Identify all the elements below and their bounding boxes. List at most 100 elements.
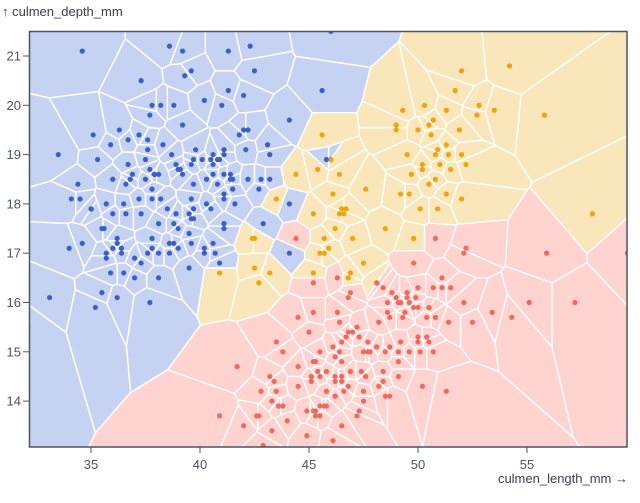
data-point-gentoo[interactable] [402,309,408,315]
data-point-gentoo[interactable] [365,349,371,355]
data-point-gentoo[interactable] [306,329,312,335]
data-point-gentoo[interactable] [415,304,421,311]
data-point-gentoo[interactable] [373,344,380,350]
data-point-gentoo[interactable] [380,368,386,375]
data-point-adelie[interactable] [251,68,258,74]
data-point-chinstrap[interactable] [339,206,345,212]
data-point-gentoo[interactable] [445,319,452,325]
data-point-chinstrap[interactable] [393,122,399,128]
data-point-adelie[interactable] [186,211,192,217]
data-point-adelie[interactable] [125,161,131,168]
data-point-adelie[interactable] [88,206,94,212]
data-point-adelie[interactable] [138,211,144,217]
data-point-adelie[interactable] [79,48,85,54]
data-point-gentoo[interactable] [439,275,445,281]
data-point-gentoo[interactable] [317,403,323,409]
data-point-gentoo[interactable] [339,423,345,429]
data-point-gentoo[interactable] [304,408,310,414]
data-point-chinstrap[interactable] [445,152,452,158]
data-point-chinstrap[interactable] [217,270,223,276]
data-point-chinstrap[interactable] [406,191,412,197]
data-point-chinstrap[interactable] [491,107,497,113]
data-point-chinstrap[interactable] [411,235,417,242]
data-point-gentoo[interactable] [526,299,532,306]
data-point-chinstrap[interactable] [589,211,596,217]
data-point-gentoo[interactable] [406,349,412,355]
data-point-gentoo[interactable] [354,324,360,330]
data-point-gentoo[interactable] [308,378,314,384]
data-point-adelie[interactable] [264,142,271,148]
data-point-gentoo[interactable] [360,398,367,404]
data-point-chinstrap[interactable] [456,127,463,133]
data-point-adelie[interactable] [182,73,188,79]
data-point-chinstrap[interactable] [476,102,482,108]
data-point-adelie[interactable] [145,137,151,143]
data-point-adelie[interactable] [142,176,149,182]
data-point-adelie[interactable] [188,240,194,246]
data-point-adelie[interactable] [166,250,173,256]
data-point-gentoo[interactable] [358,368,364,375]
data-point-gentoo[interactable] [439,285,445,291]
data-point-adelie[interactable] [186,230,192,237]
data-point-adelie[interactable] [230,186,236,192]
data-point-adelie[interactable] [221,196,227,202]
data-point-adelie[interactable] [225,48,231,54]
data-point-chinstrap[interactable] [432,152,439,158]
data-point-gentoo[interactable] [397,299,404,306]
data-point-gentoo[interactable] [347,290,354,296]
data-point-adelie[interactable] [328,29,334,34]
data-point-gentoo[interactable] [258,388,264,394]
data-point-adelie[interactable] [245,176,251,182]
data-point-chinstrap[interactable] [432,176,439,182]
data-point-adelie[interactable] [221,221,227,227]
data-point-adelie[interactable] [260,221,266,227]
data-point-chinstrap[interactable] [310,270,316,276]
data-point-chinstrap[interactable] [293,171,299,177]
data-point-gentoo[interactable] [310,309,316,315]
data-point-chinstrap[interactable] [459,196,465,202]
data-point-gentoo[interactable] [336,319,343,325]
data-point-adelie[interactable] [94,156,101,163]
data-point-adelie[interactable] [171,240,177,246]
data-point-adelie[interactable] [243,147,249,153]
data-point-chinstrap[interactable] [506,63,513,69]
data-point-adelie[interactable] [90,132,96,138]
data-point-adelie[interactable] [190,156,197,163]
data-point-gentoo[interactable] [336,349,343,355]
data-point-gentoo[interactable] [256,413,262,419]
data-point-adelie[interactable] [151,171,158,178]
data-point-gentoo[interactable] [382,393,388,399]
data-point-gentoo[interactable] [275,403,282,409]
data-point-adelie[interactable] [101,225,107,232]
data-point-adelie[interactable] [164,206,170,212]
data-point-adelie[interactable] [227,171,234,177]
data-point-chinstrap[interactable] [360,260,367,266]
data-point-gentoo[interactable] [334,275,340,281]
data-point-adelie[interactable] [66,245,72,251]
data-point-chinstrap[interactable] [382,225,388,232]
data-point-adelie[interactable] [160,142,166,148]
data-point-adelie[interactable] [103,255,109,261]
data-point-gentoo[interactable] [269,428,275,434]
data-point-chinstrap[interactable] [437,161,443,168]
data-point-gentoo[interactable] [404,290,410,296]
data-point-adelie[interactable] [221,191,227,197]
data-point-adelie[interactable] [149,196,155,202]
data-point-adelie[interactable] [103,250,109,256]
data-point-gentoo[interactable] [330,437,336,444]
data-point-gentoo[interactable] [343,334,349,340]
data-point-adelie[interactable] [123,181,129,187]
data-point-adelie[interactable] [114,235,120,242]
data-point-adelie[interactable] [75,181,81,187]
data-point-chinstrap[interactable] [347,270,354,276]
data-point-adelie[interactable] [217,260,223,266]
data-point-adelie[interactable] [193,147,199,153]
data-point-gentoo[interactable] [489,309,495,315]
data-point-gentoo[interactable] [273,339,279,345]
data-point-chinstrap[interactable] [317,250,323,256]
data-point-adelie[interactable] [114,240,120,246]
data-point-adelie[interactable] [323,156,330,163]
data-point-adelie[interactable] [203,201,210,207]
data-point-chinstrap[interactable] [419,161,425,168]
data-point-gentoo[interactable] [393,294,399,301]
